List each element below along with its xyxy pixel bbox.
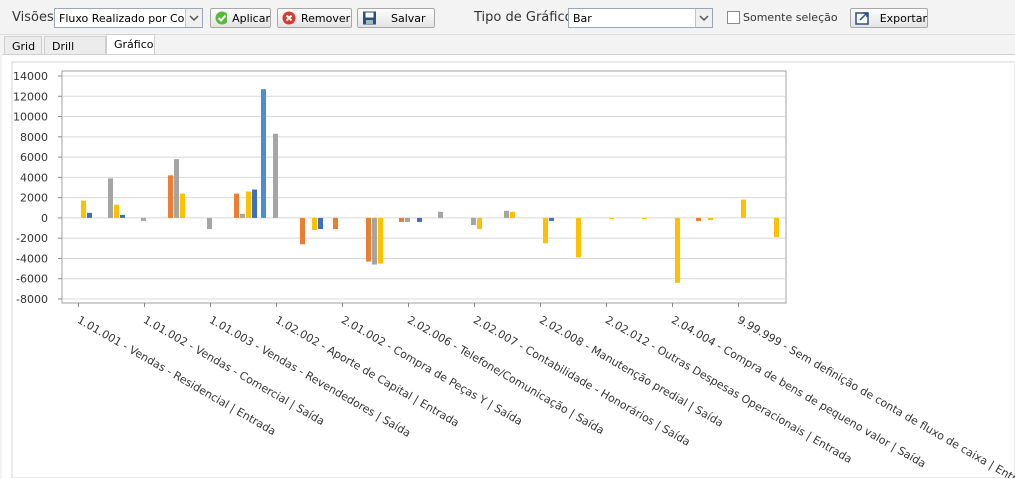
selection-only-label: Somente seleção <box>743 11 838 24</box>
save-button[interactable]: Salvar <box>357 8 435 28</box>
bar <box>576 217 581 258</box>
views-label: Visões <box>12 10 54 25</box>
bar <box>240 213 245 218</box>
bar <box>510 211 515 218</box>
bar <box>471 217 476 226</box>
apply-button[interactable]: Aplicar <box>210 8 271 28</box>
tab[interactable]: Grid <box>4 36 42 54</box>
y-tick-label: -6000 <box>16 273 48 286</box>
bar <box>774 217 779 238</box>
bar <box>708 217 713 220</box>
chart-type-select[interactable]: Bar <box>568 8 713 28</box>
bar <box>87 212 92 218</box>
arrow-icon <box>189 15 199 22</box>
bar <box>81 200 86 218</box>
export-icon <box>855 12 869 25</box>
save-text: Salvar <box>391 11 426 25</box>
check-icon <box>215 11 228 25</box>
bar <box>366 217 371 262</box>
bar <box>174 159 179 218</box>
bar <box>300 217 305 245</box>
y-tick-label: 0 <box>41 212 48 225</box>
bar <box>399 217 404 222</box>
chart-type-label: Tipo de Gráfico <box>474 10 573 25</box>
bar <box>261 89 266 218</box>
bar <box>252 189 257 218</box>
apply-text: Aplicar <box>232 11 270 25</box>
bar <box>141 217 146 221</box>
checkbox[interactable] <box>727 11 740 24</box>
bar <box>108 178 113 218</box>
y-tick-label: 10000 <box>13 111 48 124</box>
y-tick-label: -4000 <box>16 252 48 265</box>
y-tick-label: 12000 <box>13 90 48 103</box>
bar <box>438 211 443 218</box>
arrow-icon <box>699 15 709 22</box>
bar <box>333 217 338 230</box>
bar <box>609 217 614 219</box>
bar <box>246 191 251 218</box>
bar <box>675 217 680 283</box>
bar <box>477 217 482 230</box>
remove-button[interactable]: Remover <box>277 8 352 28</box>
bar <box>120 214 125 218</box>
y-tick-label: -8000 <box>16 293 48 306</box>
tab-selected[interactable]: Gráfico <box>106 34 155 55</box>
view-select[interactable]: Fluxo Realizado por Co... <box>54 8 203 28</box>
bar <box>642 217 647 219</box>
dropdown-arrow <box>695 9 712 27</box>
bar <box>549 217 554 221</box>
bar <box>405 217 410 222</box>
y-tick-label: 2000 <box>20 192 48 205</box>
chart-type-text: Bar <box>573 12 592 25</box>
bar <box>696 217 701 221</box>
bar <box>417 217 422 222</box>
view-select-text: Fluxo Realizado por Co... <box>59 12 195 25</box>
bar <box>180 193 185 218</box>
y-tick-label: -2000 <box>16 232 48 245</box>
bar <box>207 217 212 230</box>
bar <box>234 193 239 218</box>
y-tick-label: 8000 <box>20 131 48 144</box>
y-tick-label: 6000 <box>20 151 48 164</box>
bar <box>273 133 278 218</box>
export-button[interactable]: Exportar <box>850 8 928 28</box>
bar <box>318 217 323 230</box>
bar <box>504 210 509 218</box>
bar <box>543 217 548 244</box>
dropdown-arrow <box>185 9 202 27</box>
y-tick-label: 14000 <box>13 70 48 83</box>
y-tick-label: 4000 <box>20 171 48 184</box>
export-text: Exportar <box>879 11 927 25</box>
bar <box>168 175 173 218</box>
plot-area <box>61 70 787 304</box>
bar <box>114 204 119 218</box>
bar <box>372 217 377 265</box>
remove-text: Remover <box>301 11 351 25</box>
bar <box>378 217 383 264</box>
save-icon <box>363 11 376 25</box>
bar <box>312 217 317 231</box>
remove-icon <box>282 11 296 25</box>
bar <box>741 199 746 218</box>
